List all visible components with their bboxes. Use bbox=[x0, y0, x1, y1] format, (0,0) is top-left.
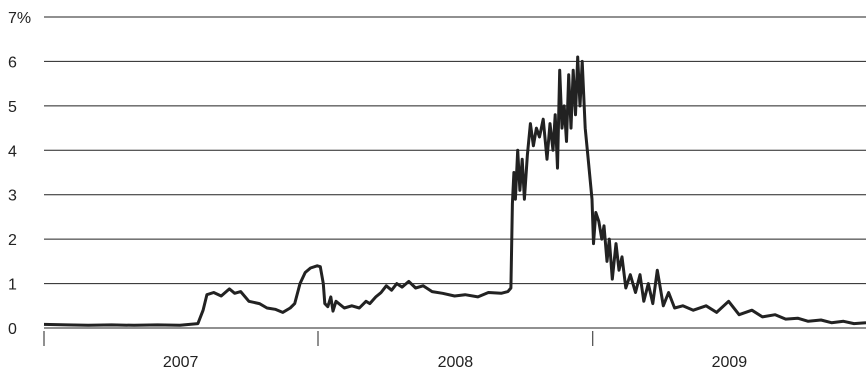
y-tick-label-1: 1 bbox=[8, 277, 17, 294]
y-tick-label-4: 4 bbox=[8, 143, 17, 160]
y-tick-label-0: 0 bbox=[8, 321, 17, 338]
y-tick-label-2: 2 bbox=[8, 232, 17, 249]
y-tick-label-6: 6 bbox=[8, 54, 17, 71]
x-tick-label-2008: 2008 bbox=[438, 354, 474, 371]
x-tick-label-2009: 2009 bbox=[712, 354, 748, 371]
series-line-0 bbox=[43, 55, 866, 327]
y-tick-label-5: 5 bbox=[8, 99, 17, 116]
x-tick-label-2007: 2007 bbox=[163, 354, 199, 371]
y-tick-label-3: 3 bbox=[8, 188, 17, 205]
y-tick-label-7: 7% bbox=[8, 10, 31, 27]
